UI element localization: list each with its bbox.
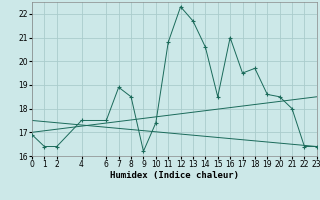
- X-axis label: Humidex (Indice chaleur): Humidex (Indice chaleur): [110, 171, 239, 180]
